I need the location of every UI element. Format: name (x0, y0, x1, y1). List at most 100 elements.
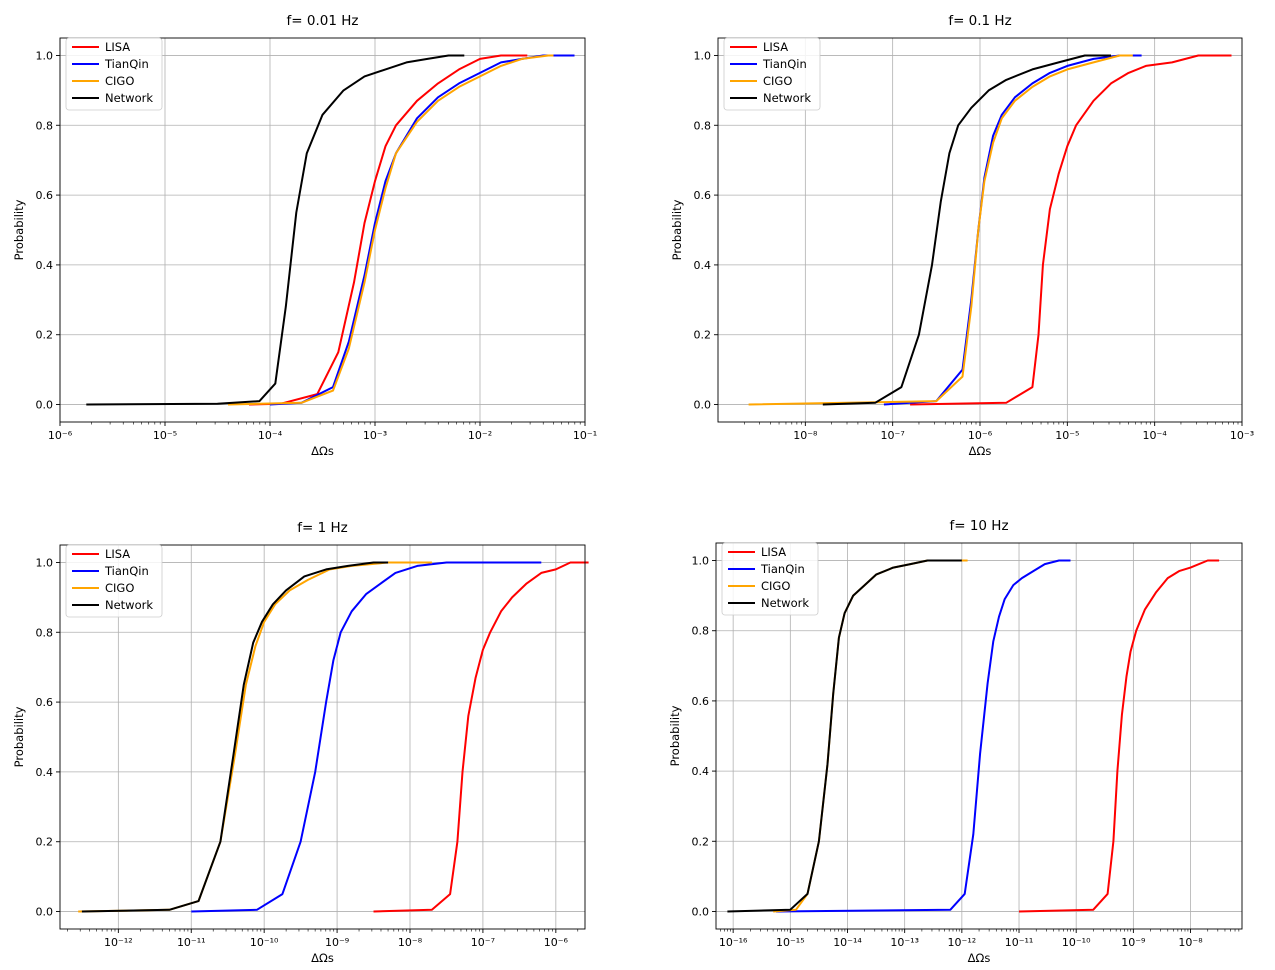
series-line-network (81, 561, 389, 913)
y-tick-label: 0.4 (692, 765, 710, 778)
x-tick-label: 10⁻⁷ (881, 429, 905, 442)
y-tick-label: 0.2 (36, 329, 54, 342)
legend-label-cigo: CIGO (105, 581, 134, 595)
y-tick-label: 0.8 (694, 119, 712, 132)
legend-label-lisa: LISA (761, 545, 786, 559)
y-tick-label: 0.6 (36, 189, 54, 202)
legend-box (65, 544, 163, 618)
legend-label-tianqin: TianQin (762, 57, 807, 71)
legend: LISA TianQin CIGO Network (721, 542, 819, 616)
series-line-cigo (748, 54, 1133, 406)
x-tick-label: 10⁻¹⁰ (1062, 936, 1091, 949)
series-line-network (86, 54, 465, 406)
x-tick-label: 10⁻¹¹ (177, 936, 206, 949)
series-line-network (727, 559, 962, 913)
legend-label-network: Network (105, 598, 153, 612)
series-line-cigo (227, 54, 554, 406)
x-tick-label: 10⁻⁹ (325, 936, 349, 949)
chart-title: f= 1 Hz (297, 520, 347, 536)
legend-label-tianqin: TianQin (104, 57, 149, 71)
x-tick-label: 10⁻⁸ (398, 936, 423, 949)
y-axis-label: Probability (670, 199, 684, 260)
y-tick-label: 0.0 (36, 906, 54, 919)
y-tick-label: 0.8 (692, 625, 710, 638)
y-tick-label: 1.0 (36, 556, 54, 569)
x-tick-label: 10⁻¹² (948, 936, 977, 949)
series-line-lisa (248, 54, 528, 406)
legend-label-tianqin: TianQin (760, 562, 805, 576)
x-tick-label: 10⁻¹¹ (1005, 936, 1034, 949)
plot-frame (59, 544, 586, 930)
legend-label-lisa: LISA (763, 40, 788, 54)
x-tick-label: 10⁻⁶ (544, 936, 569, 949)
x-tick-label: 10⁻¹² (104, 936, 133, 949)
y-tick-label: 0.8 (36, 626, 54, 639)
legend: LISA TianQin CIGO Network (65, 544, 163, 618)
series-line-tianqin (775, 559, 1071, 913)
series-line-tianqin (269, 54, 575, 406)
plot-frame (715, 542, 1243, 930)
y-tick-label: 0.0 (694, 399, 712, 412)
x-tick-label: 10⁻¹ (573, 429, 597, 442)
x-axis-label: ΔΩs (968, 951, 991, 965)
x-tick-label: 10⁻⁶ (48, 429, 73, 442)
legend-label-lisa: LISA (105, 40, 130, 54)
chart-panel-2: 10⁻⁸ 10⁻⁷ 10⁻⁶ 10⁻⁵ 10⁻⁴ 10⁻³ 0.0 0.2 0.4 0.6 0.8 1… (670, 13, 1254, 458)
series-line-lisa (373, 561, 589, 913)
y-tick-label: 0.4 (36, 766, 54, 779)
legend-label-network: Network (761, 596, 809, 610)
x-tick-label: 10⁻⁸ (1178, 936, 1203, 949)
y-tick-label: 0.6 (694, 189, 712, 202)
y-tick-label: 0.4 (36, 259, 54, 272)
x-axis-label: ΔΩs (311, 444, 334, 458)
legend-box (723, 37, 821, 111)
legend: LISA TianQin CIGO Network (723, 37, 821, 111)
y-tick-label: 1.0 (694, 49, 712, 62)
x-tick-label: 10⁻⁵ (153, 429, 177, 442)
x-tick-label: 10⁻⁹ (1121, 936, 1145, 949)
y-axis-label: Probability (12, 199, 26, 260)
y-axis-label: Probability (12, 706, 26, 767)
series-line-tianqin (191, 561, 542, 913)
plot-frame (59, 37, 586, 423)
x-tick-label: 10⁻⁷ (471, 936, 495, 949)
legend-label-tianqin: TianQin (104, 564, 149, 578)
x-tick-label: 10⁻¹⁰ (250, 936, 279, 949)
chart-panel-4: 10⁻¹⁶ 10⁻¹⁵ 10⁻¹⁴ 10⁻¹³ 10⁻¹² 10⁻¹¹ 10⁻¹⁰ 10⁻⁹ 1… (668, 518, 1243, 965)
y-tick-label: 1.0 (36, 49, 54, 62)
x-tick-label: 10⁻⁴ (1143, 429, 1168, 442)
series-line-lisa (1018, 559, 1220, 913)
x-tick-label: 10⁻³ (363, 429, 387, 442)
y-tick-label: 0.8 (36, 119, 54, 132)
x-tick-label: 10⁻³ (1230, 429, 1254, 442)
x-axis-label: ΔΩs (311, 951, 334, 965)
legend-box (65, 37, 163, 111)
legend-label-cigo: CIGO (761, 579, 790, 593)
y-tick-label: 0.6 (692, 695, 710, 708)
chart-title: f= 10 Hz (949, 518, 1008, 534)
chart-title: f= 0.1 Hz (948, 13, 1011, 29)
chart-panel-1: 10⁻⁶ 10⁻⁵ 10⁻⁴ 10⁻³ 10⁻² 10⁻¹ 0.0 0.2 0.4 0.6 0.8 1… (12, 13, 597, 458)
y-axis-label: Probability (668, 705, 682, 766)
legend-label-network: Network (763, 91, 811, 105)
x-tick-label: 10⁻⁴ (258, 429, 283, 442)
x-tick-label: 10⁻² (468, 429, 492, 442)
legend-box (721, 542, 819, 616)
legend-label-cigo: CIGO (105, 74, 134, 88)
y-tick-label: 0.2 (692, 835, 710, 848)
x-axis-label: ΔΩs (969, 444, 992, 458)
legend-label-lisa: LISA (105, 547, 130, 561)
legend-label-cigo: CIGO (763, 74, 792, 88)
series-line-lisa (910, 54, 1232, 406)
x-tick-label: 10⁻⁵ (1055, 429, 1079, 442)
x-tick-label: 10⁻¹⁶ (719, 936, 748, 949)
x-tick-label: 10⁻⁸ (793, 429, 818, 442)
x-tick-label: 10⁻¹⁵ (776, 936, 805, 949)
chart-title: f= 0.01 Hz (287, 13, 359, 29)
legend-label-network: Network (105, 91, 153, 105)
series-line-tianqin (883, 54, 1142, 406)
series-line-network (822, 54, 1111, 406)
chart-panel-3: 10⁻¹² 10⁻¹¹ 10⁻¹⁰ 10⁻⁹ 10⁻⁸ 10⁻⁷ 10⁻⁶ 0.0 0.2 0.4… (12, 520, 589, 965)
y-tick-label: 0.0 (692, 905, 710, 918)
